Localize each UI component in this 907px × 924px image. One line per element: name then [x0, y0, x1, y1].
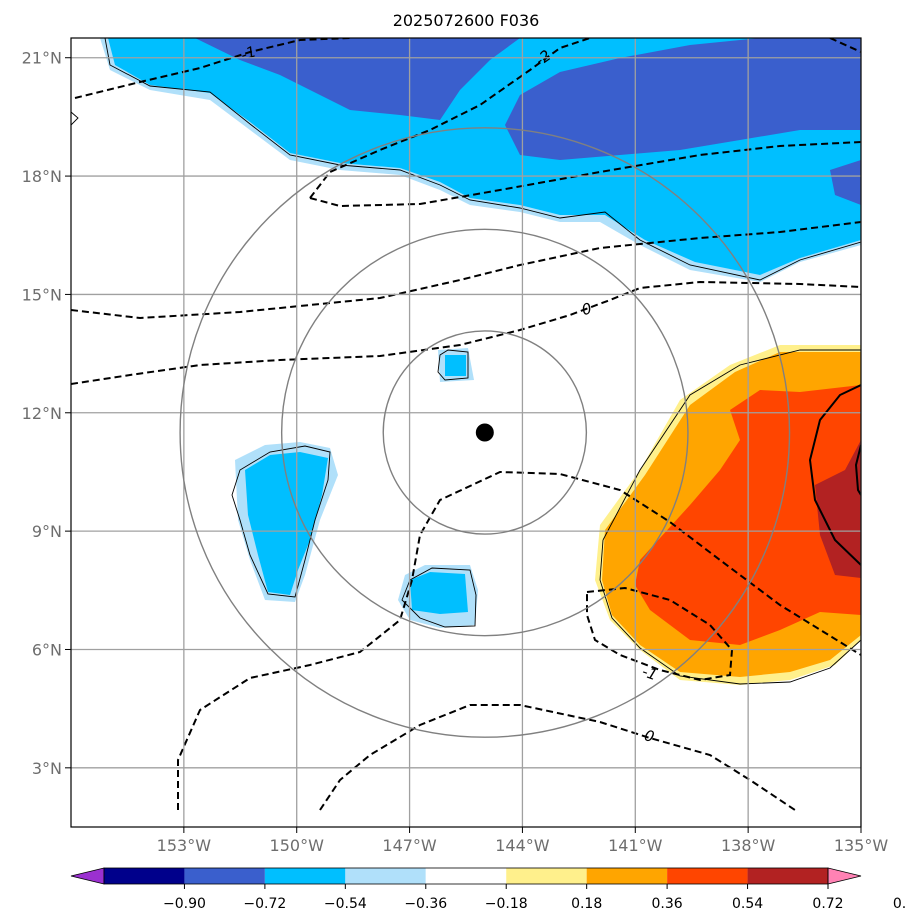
- lon-label: 147°W: [382, 836, 437, 855]
- colorbar-tick-label: 0.54: [732, 896, 763, 912]
- storm-center-marker: [475, 423, 494, 442]
- range-ring: [280, 228, 689, 637]
- lon-label: 144°W: [495, 836, 550, 855]
- colorbar-segment: [345, 868, 426, 884]
- colorbar-frame: [103, 867, 829, 885]
- map-area: -1 -2 0 0 -1: [71, 38, 861, 827]
- lon-label: 141°W: [608, 836, 663, 855]
- shading-layer: [100, 38, 861, 685]
- outline-west-blob: [231, 445, 331, 598]
- dashed-contours: [71, 38, 861, 811]
- range-rings: [179, 127, 791, 738]
- gridlines: [71, 38, 861, 827]
- lon-label: 150°W: [270, 836, 325, 855]
- colorbar-tick-label: 0.72: [812, 896, 843, 912]
- colorbar-tick-label: −0.72: [243, 896, 286, 912]
- colorbar-extend-low: [70, 867, 105, 885]
- lat-label: 3°N: [32, 759, 62, 778]
- colorbar-segment: [104, 868, 185, 884]
- contour-label-5: -1: [640, 662, 660, 684]
- colorbar: −0.90 −0.72 −0.54 −0.36 −0.18 0.18 0.36 0.54 0.7…: [70, 867, 907, 912]
- colorbar-extend-high: [827, 867, 862, 885]
- dashed-contour-5: [71, 280, 861, 385]
- outline-north: [104, 38, 861, 281]
- range-ring: [179, 127, 791, 738]
- dashed-contour-2: [309, 38, 591, 199]
- dashed-contour-6: [177, 470, 861, 810]
- colorbar-tick-label: −0.90: [163, 896, 206, 912]
- dashed-contour-9: [829, 38, 861, 53]
- negative-area-dark-3: [830, 160, 861, 205]
- outline-south-blob: [401, 567, 477, 628]
- dashed-contour-8: [319, 704, 796, 811]
- colorbar-segment: [586, 868, 668, 884]
- blob-west: [245, 452, 328, 595]
- contour-label-1: -1: [239, 42, 259, 64]
- dashed-contour-3: [309, 141, 861, 208]
- lon-label: 135°W: [834, 836, 889, 855]
- colorbar-segment: [747, 868, 828, 884]
- blob-south: [410, 572, 468, 614]
- colorbar-tick-label: 0.90: [893, 896, 907, 912]
- contour-label-3: 0: [580, 299, 594, 319]
- lat-label: 21°N: [22, 49, 62, 68]
- colorbar-segment: [667, 868, 748, 884]
- solid-contour: [808, 384, 861, 566]
- colorbar-segment: [506, 868, 587, 884]
- longitude-labels: 153°W 150°W 147°W 144°W 141°W 138°W 135°W: [157, 827, 889, 855]
- dashed-contour-4: [71, 221, 861, 320]
- lat-label: 18°N: [22, 167, 62, 186]
- colorbar-segment: [184, 868, 265, 884]
- colorbar-tick-label: 0.36: [652, 896, 683, 912]
- colorbar-tick-label: −0.18: [485, 896, 528, 912]
- range-ring: [382, 330, 588, 535]
- colorbar-segment: [264, 868, 346, 884]
- lat-label: 12°N: [22, 404, 62, 423]
- lon-label: 153°W: [157, 836, 212, 855]
- dashed-contour-7: [586, 586, 734, 682]
- outline-small-left: [71, 111, 79, 126]
- latitude-labels: 21°N 18°N 15°N 12°N 9°N 6°N 3°N: [22, 49, 71, 778]
- lat-label: 15°N: [22, 285, 62, 304]
- contour-label-4: 0: [642, 726, 656, 746]
- blob-center: [445, 355, 466, 376]
- lat-label: 9°N: [32, 522, 62, 541]
- lon-label: 138°W: [721, 836, 776, 855]
- outline-contours: [71, 38, 861, 685]
- lat-label: 6°N: [32, 640, 62, 659]
- colorbar-tick-label: −0.54: [324, 896, 367, 912]
- colorbar-tick-label: −0.36: [404, 896, 447, 912]
- outline-warm: [599, 349, 861, 685]
- colorbar-segment: [425, 868, 507, 884]
- negative-area-dark-2: [505, 38, 861, 160]
- positive-area-dark-red: [815, 440, 861, 578]
- dashed-contour-1: [74, 38, 351, 99]
- colorbar-tick-label: 0.18: [571, 896, 602, 912]
- outline-center-blob: [437, 349, 469, 381]
- map-frame: [70, 37, 862, 828]
- figure-title: 2025072600 F036: [393, 11, 540, 30]
- negative-area-dark-1: [195, 38, 520, 120]
